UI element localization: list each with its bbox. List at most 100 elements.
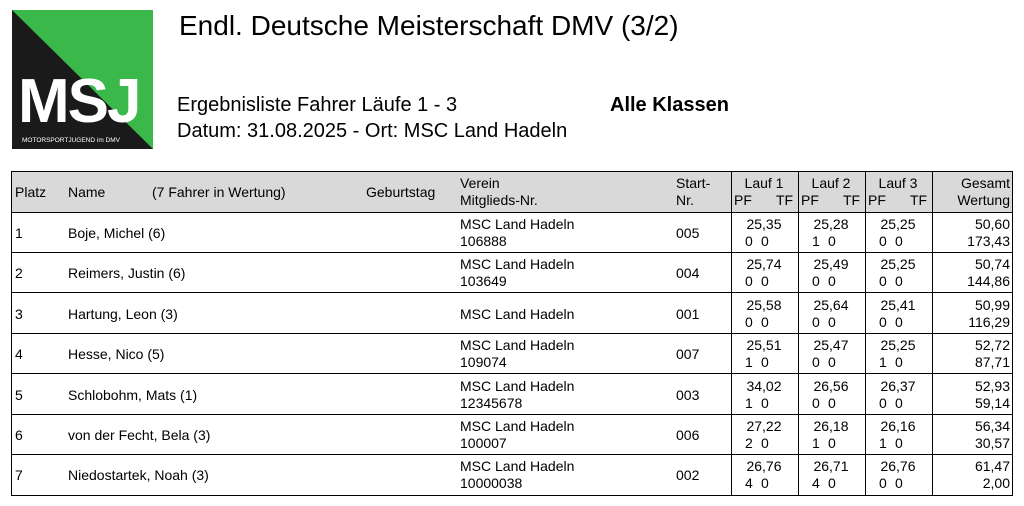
results-table: Platz Name (7 Fahrer in Wertung) Geburts… bbox=[11, 171, 1013, 496]
cell-gesamt: 50,60 bbox=[974, 216, 1010, 232]
header-platz: Platz bbox=[15, 184, 47, 200]
cell-lauf2-tf: 0 bbox=[828, 394, 836, 411]
cell-verein: MSC Land Hadeln bbox=[460, 418, 575, 434]
cell-lauf3-time: 25,25 bbox=[880, 216, 916, 232]
cell-gesamt: 50,74 bbox=[974, 256, 1010, 273]
header-verein: Verein bbox=[460, 175, 500, 191]
header-lauf3-tf: TF bbox=[910, 192, 928, 208]
header-wertung: Wertung bbox=[957, 192, 1010, 208]
logo-tagline: MOTORSPORTJUGEND im DMV bbox=[22, 137, 121, 144]
cell-lauf2-time: 26,71 bbox=[813, 458, 849, 475]
col-divider bbox=[865, 172, 866, 495]
cell-start-nr: 006 bbox=[676, 427, 700, 443]
header-lauf1-tf: TF bbox=[776, 192, 794, 208]
cell-verein: MSC Land Hadeln bbox=[460, 377, 575, 394]
cell-lauf2-time: 25,64 bbox=[813, 296, 849, 313]
cell-lauf3-tf: 0 bbox=[895, 435, 903, 451]
cell-name: Reimers, Justin (6) bbox=[68, 265, 186, 282]
cell-lauf2-time: 26,56 bbox=[813, 377, 849, 394]
cell-lauf1-pf: 1 bbox=[745, 354, 753, 371]
header-lauf3-pf: PF bbox=[868, 192, 886, 208]
header-gesamt: Gesamt bbox=[960, 175, 1010, 191]
cell-name: Schlobohm, Mats (1) bbox=[68, 386, 198, 403]
cell-verein: MSC Land Hadeln bbox=[460, 337, 575, 354]
cell-wertung: 144,86 bbox=[967, 273, 1010, 290]
cell-start-nr: 007 bbox=[676, 346, 700, 363]
cell-mitglieds-nr: 100007 bbox=[460, 435, 507, 451]
cell-lauf2-time: 25,47 bbox=[813, 337, 849, 354]
cell-lauf3-pf: 1 bbox=[879, 435, 887, 451]
col-divider bbox=[731, 172, 732, 495]
header-name: Name bbox=[68, 184, 106, 200]
cell-wertung: 30,57 bbox=[974, 435, 1010, 451]
cell-gesamt: 52,72 bbox=[974, 337, 1010, 354]
cell-lauf2-tf: 0 bbox=[828, 475, 836, 492]
cell-lauf1-tf: 0 bbox=[761, 354, 769, 371]
cell-mitglieds-nr: 106888 bbox=[460, 233, 507, 249]
cell-lauf3-pf: 0 bbox=[879, 273, 887, 290]
header-mitglied: Mitglieds-Nr. bbox=[460, 192, 538, 208]
cell-name: Hartung, Leon (3) bbox=[68, 305, 178, 322]
cell-lauf1-time: 25,58 bbox=[746, 296, 782, 313]
col-divider bbox=[932, 172, 933, 495]
header-lauf2: Lauf 2 bbox=[811, 175, 851, 191]
table-row: 1 Boje, Michel (6) MSC Land Hadeln 10688… bbox=[12, 213, 1012, 253]
cell-lauf2-pf: 0 bbox=[812, 354, 820, 371]
cell-start-nr: 002 bbox=[676, 467, 700, 484]
cell-lauf1-time: 27,22 bbox=[746, 418, 782, 434]
cell-lauf3-tf: 0 bbox=[895, 273, 903, 290]
cell-lauf1-pf: 0 bbox=[745, 273, 753, 290]
cell-lauf1-tf: 0 bbox=[761, 313, 769, 330]
cell-start-nr: 003 bbox=[676, 386, 700, 403]
cell-lauf3-time: 25,41 bbox=[880, 296, 916, 313]
cell-lauf2-pf: 0 bbox=[812, 313, 820, 330]
table-row: 3 Hartung, Leon (3) MSC Land Hadeln 001 … bbox=[12, 294, 1012, 334]
header-startnr: Nr. bbox=[676, 192, 694, 208]
cell-lauf1-tf: 0 bbox=[761, 435, 769, 451]
cell-lauf3-tf: 0 bbox=[895, 313, 903, 330]
cell-lauf3-tf: 0 bbox=[895, 233, 903, 249]
cell-wertung: 173,43 bbox=[967, 233, 1010, 249]
results-subtitle: Ergebnisliste Fahrer Läufe 1 - 3 bbox=[177, 94, 458, 116]
cell-verein: MSC Land Hadeln bbox=[460, 305, 575, 322]
cell-verein: MSC Land Hadeln bbox=[460, 216, 575, 232]
cell-lauf1-tf: 0 bbox=[761, 233, 769, 249]
cell-platz: 1 bbox=[15, 225, 23, 241]
cell-lauf2-time: 26,18 bbox=[813, 418, 849, 434]
table-row: 6 von der Fecht, Bela (3) MSC Land Hadel… bbox=[12, 415, 1012, 455]
col-divider bbox=[798, 172, 799, 495]
cell-wertung: 59,14 bbox=[974, 394, 1010, 411]
cell-name: Niedostartek, Noah (3) bbox=[68, 467, 209, 484]
msj-logo: MSJ MOTORSPORTJUGEND im DMV bbox=[12, 10, 153, 149]
cell-lauf2-pf: 0 bbox=[812, 394, 820, 411]
header-geburtstag: Geburtstag bbox=[366, 184, 436, 200]
cell-lauf3-tf: 0 bbox=[895, 475, 903, 492]
cell-start-nr: 005 bbox=[676, 225, 700, 241]
cell-lauf2-pf: 1 bbox=[812, 435, 820, 451]
cell-name: von der Fecht, Bela (3) bbox=[68, 427, 211, 443]
cell-lauf3-pf: 0 bbox=[879, 394, 887, 411]
cell-mitglieds-nr: 109074 bbox=[460, 354, 507, 371]
header-lauf2-pf: PF bbox=[801, 192, 819, 208]
cell-verein: MSC Land Hadeln bbox=[460, 256, 575, 273]
cell-lauf1-pf: 4 bbox=[745, 475, 753, 492]
cell-lauf3-tf: 0 bbox=[895, 394, 903, 411]
date-place: Datum: 31.08.2025 - Ort: MSC Land Hadeln bbox=[177, 120, 568, 142]
cell-lauf3-pf: 0 bbox=[879, 313, 887, 330]
header-start: Start- bbox=[676, 175, 711, 191]
cell-lauf3-pf: 0 bbox=[879, 233, 887, 249]
cell-lauf1-tf: 0 bbox=[761, 273, 769, 290]
cell-lauf2-pf: 0 bbox=[812, 273, 820, 290]
cell-lauf1-tf: 0 bbox=[761, 394, 769, 411]
cell-lauf3-time: 26,76 bbox=[880, 458, 916, 475]
cell-lauf3-pf: 0 bbox=[879, 475, 887, 492]
table-row: 7 Niedostartek, Noah (3) MSC Land Hadeln… bbox=[12, 455, 1012, 495]
cell-platz: 3 bbox=[15, 305, 23, 322]
logo-letters: MSJ bbox=[18, 67, 139, 136]
cell-lauf3-time: 26,37 bbox=[880, 377, 916, 394]
cell-lauf1-pf: 2 bbox=[745, 435, 753, 451]
class-label: Alle Klassen bbox=[610, 94, 729, 116]
cell-lauf2-time: 25,49 bbox=[813, 256, 849, 273]
cell-gesamt: 52,93 bbox=[974, 377, 1010, 394]
table-row: 2 Reimers, Justin (6) MSC Land Hadeln 10… bbox=[12, 253, 1012, 294]
